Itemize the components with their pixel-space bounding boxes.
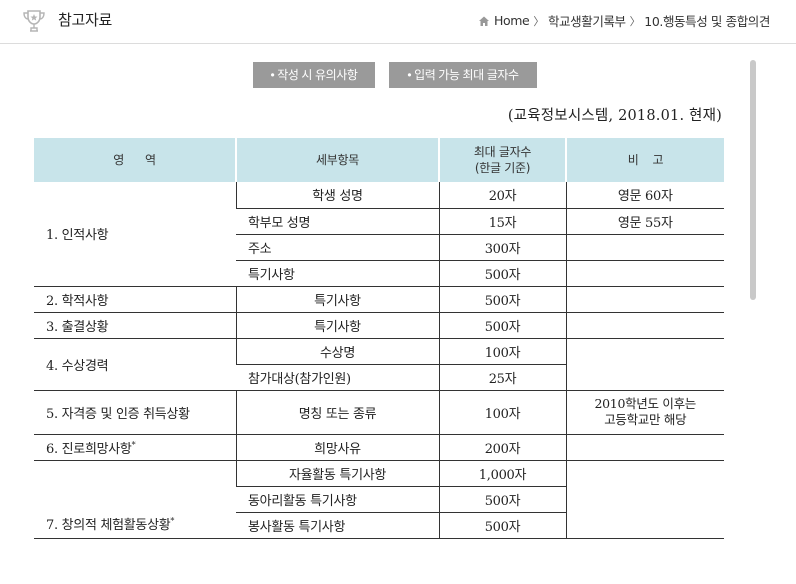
breadcrumb-level1-link[interactable]: 학교생활기록부 [547,14,626,29]
table-row: 5. 자격증 및 인증 취득상황 명칭 또는 종류 100자 2010학년도 이… [34,390,724,435]
reference-table: 영 역 세부항목 최대 글자수 (한글 기준) 비 고 1. 인적사항 학생 성… [34,138,724,539]
area-cell: 1. 인적사항 [34,182,236,287]
footnote-mark: * [131,440,136,450]
source-note: (교육정보시스템, 2018.01. 현재) [507,108,722,124]
item-cell: 학부모 성명 [236,208,439,235]
breadcrumb-home-link[interactable]: Home [494,13,530,28]
chevron-right-icon: 〉 [533,14,544,28]
item-cell: 주소 [236,234,439,261]
table-row: 4. 수상경력 수상명 100자 [34,338,724,391]
limit-cell: 500자 [438,486,566,513]
area-cell: 2. 학적사항 [34,286,236,313]
limit-cell: 500자 [438,512,566,539]
item-cell: 명칭 또는 종류 [235,390,439,435]
table-row: 학부모 성명 15자 영문 55자 [34,208,724,235]
limit-cell: 500자 [438,286,566,313]
top-bar: 참고자료 Home 〉 학교생활기록부 〉 10.행동특성 및 종합의견 [0,0,796,44]
home-icon[interactable] [478,15,490,27]
scroll-thumb[interactable] [750,60,756,300]
writing-notes-button[interactable]: • 작성 시 유의사항 [253,62,375,88]
area-label: 7. 창의적 체험활동상황 [46,517,171,533]
remark-cell: 영문 55자 [565,208,724,235]
remark-cell [565,338,724,391]
footnote-mark: * [170,516,175,526]
item-cell: 특기사항 [236,260,439,287]
table-row: 2. 학적사항 특기사항 500자 [34,286,724,313]
table-row: 참가대상(참가인원) 25자 [34,364,724,391]
remark-cell [565,260,724,287]
remark-cell [565,460,724,539]
remark-cell [565,312,724,339]
breadcrumb: Home 〉 학교생활기록부 〉 10.행동특성 및 종합의견 [478,11,770,30]
table-row: 동아리활동 특기사항 500자 [34,486,724,513]
limit-cell: 100자 [438,390,566,435]
item-cell: 자율활동 특기사항 [235,460,439,487]
trophy-icon [23,10,45,32]
limit-cell: 25자 [438,364,566,391]
area-cell: 7. 창의적 체험활동상황* [34,460,236,539]
item-cell: 특기사항 [235,312,439,339]
table-row: 6. 진로희망사항* 희망사유 200자 [34,434,724,461]
limit-cell: 200자 [438,434,566,461]
limit-cell: 500자 [438,260,566,287]
item-cell: 특기사항 [235,286,439,313]
item-cell: 수상명 [235,338,439,365]
max-chars-button[interactable]: • 입력 가능 최대 글자수 [389,62,537,88]
chevron-right-icon: 〉 [629,14,641,28]
header-max-line1: 최대 글자수 [473,145,532,159]
table-row: 1. 인적사항 학생 성명 20자 영문 60자 [34,182,724,287]
area-cell: 3. 출결상황 [34,312,236,339]
breadcrumb-current: 10.행동특성 및 종합의견 [644,14,770,29]
remark-cell [565,286,724,313]
item-cell: 참가대상(참가인원) [236,364,439,391]
item-cell: 동아리활동 특기사항 [236,486,439,513]
remark-cell [565,434,724,461]
area-cell: 4. 수상경력 [34,338,236,391]
header-area: 영 역 [34,138,236,182]
limit-cell: 500자 [438,312,566,339]
remark-line: 고등학교만 해당 [604,412,687,427]
item-cell: 희망사유 [235,434,439,461]
table-row: 7. 창의적 체험활동상황* 자율활동 특기사항 1,000자 [34,460,724,539]
table-row: 특기사항 500자 [34,260,724,287]
remark-line: 2010학년도 이후는 [594,396,697,411]
item-cell: 학생 성명 [235,182,439,209]
limit-cell: 300자 [438,234,566,261]
remark-cell: 영문 60자 [565,182,724,209]
vertical-scrollbar[interactable] [746,60,758,550]
limit-cell: 15자 [438,208,566,235]
table-header-row: 영 역 세부항목 최대 글자수 (한글 기준) 비 고 [34,138,724,182]
remark-cell [565,234,724,261]
limit-cell: 100자 [438,338,566,365]
limit-cell: 1,000자 [438,460,566,487]
table-row: 3. 출결상황 특기사항 500자 [34,312,724,339]
header-item: 세부항목 [235,138,439,182]
area-cell: 5. 자격증 및 인증 취득상황 [34,390,236,435]
area-label: 6. 진로희망사항 [46,441,132,457]
limit-cell: 20자 [438,182,566,209]
header-max-line2: (한글 기준) [474,161,531,175]
page-title: 참고자료 [58,11,113,29]
area-cell: 6. 진로희망사항* [34,434,236,461]
header-remark: 비 고 [565,138,724,182]
header-max-chars: 최대 글자수 (한글 기준) [438,138,566,182]
item-cell: 봉사활동 특기사항 [236,512,439,539]
table-row: 봉사활동 특기사항 500자 [34,512,724,539]
table-row: 주소 300자 [34,234,724,261]
remark-cell: 2010학년도 이후는 고등학교만 해당 [565,390,724,435]
